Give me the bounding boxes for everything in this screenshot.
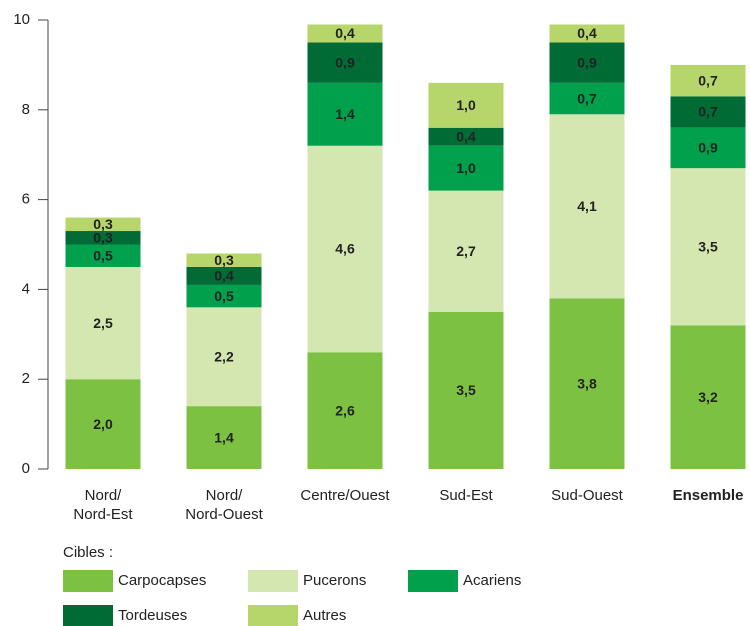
- value-label: 2,7: [456, 243, 476, 259]
- y-tick-label: 6: [22, 191, 30, 208]
- bar-segment: [670, 127, 746, 169]
- bar-segment: [428, 145, 504, 191]
- bar-segment: [65, 266, 141, 380]
- value-label: 0,3: [93, 216, 113, 232]
- legend-label: Carpocapses: [118, 572, 206, 589]
- value-label: 0,3: [93, 229, 113, 245]
- value-label: 2,0: [93, 416, 113, 432]
- value-label: 4,6: [335, 241, 355, 257]
- legend-swatch: [63, 570, 113, 592]
- bar-segment: [428, 311, 504, 469]
- bar-segment: [186, 307, 262, 407]
- bar-segment: [186, 406, 262, 469]
- x-tick-label: Centre/Ouest: [300, 487, 390, 504]
- bar-segment: [549, 24, 625, 43]
- x-tick-label: Nord/ Nord-Est: [73, 487, 133, 523]
- legend-swatch: [408, 570, 458, 592]
- value-label: 1,0: [456, 97, 476, 113]
- y-tick-label: 10: [13, 11, 30, 28]
- y-tick-label: 2: [22, 370, 30, 387]
- legend-label: Pucerons: [303, 572, 366, 589]
- bar-segment: [549, 298, 625, 469]
- value-label: 1,4: [335, 106, 355, 122]
- value-label: 0,4: [214, 268, 234, 284]
- bar-segment: [307, 24, 383, 43]
- value-label: 0,9: [698, 140, 718, 156]
- value-label: 0,3: [214, 252, 234, 268]
- x-tick-label: Ensemble: [672, 487, 744, 504]
- value-label: 1,4: [214, 429, 234, 445]
- value-label: 3,5: [698, 238, 718, 254]
- value-label: 0,7: [577, 90, 597, 106]
- value-label: 2,5: [93, 315, 113, 331]
- bar-segment: [670, 96, 746, 128]
- bar-segment: [670, 325, 746, 469]
- bar-segment: [670, 168, 746, 326]
- bar-segment: [428, 127, 504, 146]
- legend-swatch: [248, 570, 298, 592]
- y-tick-label: 0: [22, 460, 30, 477]
- bar-segment: [549, 82, 625, 115]
- value-label: 0,7: [698, 72, 718, 88]
- value-label: 0,4: [335, 25, 355, 41]
- bar-segment: [65, 231, 141, 245]
- legend-label: Tordeuses: [118, 607, 187, 624]
- bar-segment: [65, 379, 141, 469]
- legend-label: Acariens: [463, 572, 521, 589]
- value-label: 0,9: [335, 54, 355, 70]
- bar-segment: [307, 42, 383, 83]
- value-label: 0,5: [214, 288, 234, 304]
- bar-segment: [186, 253, 262, 267]
- value-label: 2,2: [214, 348, 234, 364]
- bar-segment: [428, 190, 504, 312]
- x-tick-label: Nord/ Nord-Ouest: [185, 487, 263, 523]
- x-tick-label: Sud-Ouest: [551, 487, 623, 504]
- value-label: 3,2: [698, 389, 718, 405]
- value-label: 3,8: [577, 375, 597, 391]
- bar-segment: [65, 244, 141, 267]
- value-label: 4,1: [577, 198, 597, 214]
- value-label: 0,4: [456, 128, 476, 144]
- y-tick-label: 4: [22, 280, 30, 297]
- value-label: 3,5: [456, 382, 476, 398]
- value-label: 0,9: [577, 54, 597, 70]
- bar-segment: [428, 82, 504, 128]
- value-label: 0,5: [93, 247, 113, 263]
- bar-segment: [186, 266, 262, 285]
- legend-title: Cibles :: [63, 544, 113, 561]
- bar-segment: [65, 217, 141, 232]
- value-label: 1,0: [456, 160, 476, 176]
- bar-segment: [670, 64, 746, 97]
- value-label: 0,7: [698, 104, 718, 120]
- x-tick-label: Sud-Est: [439, 487, 493, 504]
- bar-segment: [549, 114, 625, 299]
- bar-segment: [307, 82, 383, 146]
- value-label: 0,4: [577, 25, 597, 41]
- value-label: 2,6: [335, 402, 355, 418]
- bar-segment: [307, 352, 383, 469]
- bar-segment: [549, 42, 625, 83]
- bar-segment: [307, 145, 383, 353]
- y-tick-label: 8: [22, 101, 30, 118]
- bar-segment: [186, 284, 262, 308]
- legend-swatch: [63, 605, 113, 626]
- legend-label: Autres: [303, 607, 346, 624]
- legend-swatch: [248, 605, 298, 626]
